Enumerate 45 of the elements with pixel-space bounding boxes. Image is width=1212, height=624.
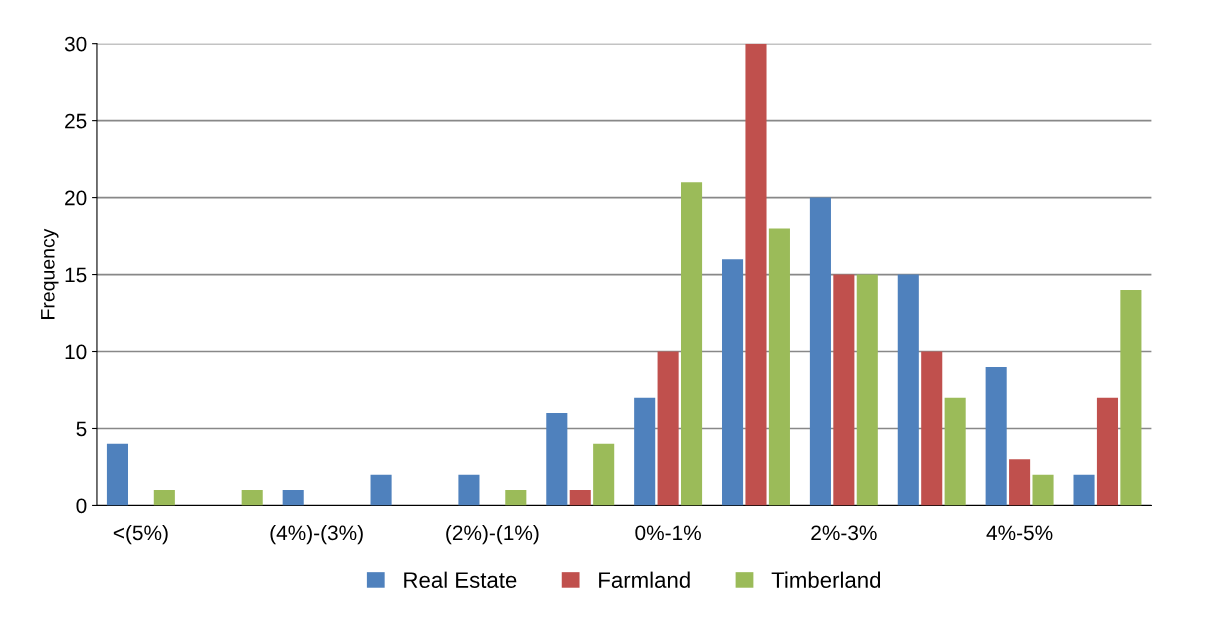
bar <box>722 259 744 506</box>
bar <box>944 397 966 506</box>
bar <box>833 274 855 506</box>
x-tick-label: 0%-1% <box>635 525 701 541</box>
x-tick-label: (4%)-(3%) <box>270 524 363 545</box>
bar <box>809 197 831 506</box>
legend-label: Timberland <box>771 571 881 588</box>
legend-label: Real Estate <box>404 571 517 588</box>
x-tick-label: 4%-5% <box>986 525 1053 541</box>
bar <box>241 490 263 506</box>
bar <box>569 490 591 506</box>
bar <box>897 274 919 506</box>
bar <box>505 490 527 506</box>
bar <box>370 474 392 506</box>
bar <box>546 413 568 506</box>
bar <box>1073 474 1095 506</box>
bar <box>282 490 304 506</box>
bar <box>153 490 175 506</box>
y-tick-label: 15 <box>65 267 87 283</box>
x-tick-label: (2%)-(1%) <box>446 524 539 545</box>
bar <box>1032 474 1054 506</box>
bar <box>458 474 480 506</box>
bar <box>1120 289 1142 506</box>
y-tick-label: 5 <box>76 421 87 437</box>
bar <box>921 351 943 506</box>
y-tick-label: 30 <box>64 36 87 52</box>
bar <box>634 397 656 506</box>
bar <box>681 182 703 506</box>
bar <box>856 274 878 506</box>
bar <box>1009 459 1031 506</box>
y-tick-label: 10 <box>65 344 87 360</box>
y-axis-title: Frequency <box>41 228 59 319</box>
bar <box>1096 397 1119 506</box>
bar <box>106 443 129 506</box>
bar <box>985 366 1007 506</box>
y-tick-label: 25 <box>65 113 87 129</box>
y-tick-label: 20 <box>65 190 87 206</box>
x-tick-label: <(5%) <box>113 524 168 545</box>
bar <box>593 443 615 506</box>
bar <box>768 228 790 506</box>
bar <box>657 351 679 506</box>
y-tick-label: 0 <box>76 498 87 514</box>
x-tick-label: 2%-3% <box>811 525 877 541</box>
legend-label: Farmland <box>599 571 690 588</box>
bar <box>745 43 767 506</box>
